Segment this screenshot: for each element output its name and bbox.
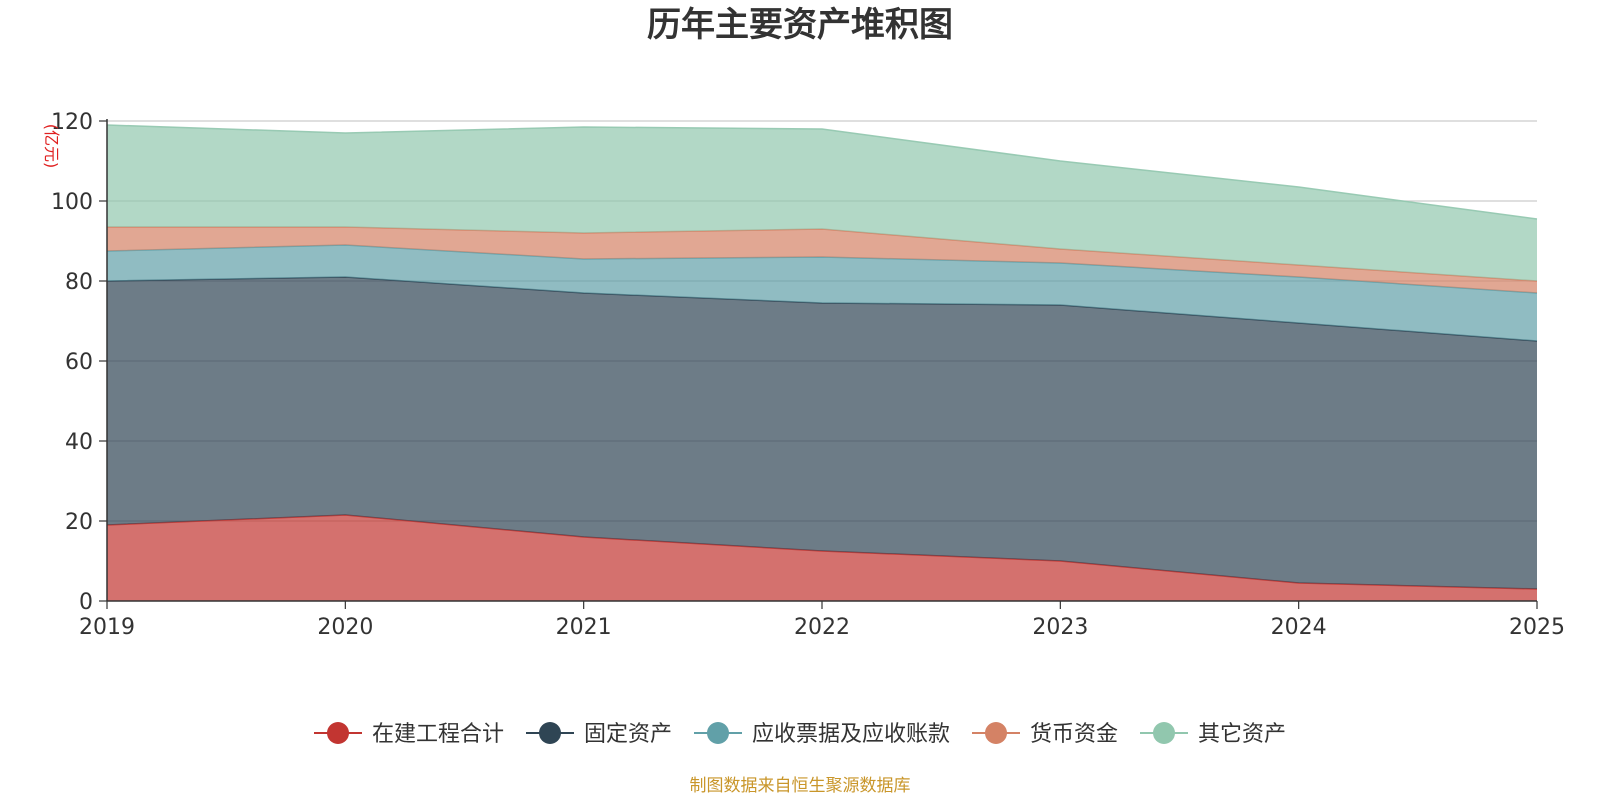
legend-marker [327, 722, 349, 744]
x-tick-label: 2024 [1271, 615, 1327, 640]
legend-label: 货币资金 [1030, 722, 1118, 747]
y-tick-label: 100 [51, 190, 93, 215]
x-tick-label: 2023 [1032, 615, 1088, 640]
legend-item: 固定资产 [526, 722, 672, 747]
legend-label: 固定资产 [584, 722, 672, 747]
legend-item: 货币资金 [972, 722, 1118, 747]
legend-marker [1153, 722, 1175, 744]
chart-title: 历年主要资产堆积图 [647, 5, 953, 45]
y-tick-label: 60 [65, 350, 93, 375]
y-tick-label: 120 [51, 110, 93, 135]
area-series-2 [107, 245, 1537, 341]
legend-marker [985, 722, 1007, 744]
legend-label: 其它资产 [1198, 722, 1286, 747]
area-series-3 [107, 227, 1537, 293]
x-tick-label: 2020 [317, 615, 373, 640]
legend-marker [539, 722, 561, 744]
y-tick-label: 20 [65, 510, 93, 535]
y-tick-label: 80 [65, 270, 93, 295]
legend-item: 其它资产 [1140, 722, 1286, 747]
x-tick-label: 2021 [556, 615, 612, 640]
legend: 在建工程合计 固定资产 应收票据及应收账款 货币资金 其它资产 [314, 722, 1286, 747]
x-tick-label: 2019 [79, 615, 135, 640]
area-series-4 [107, 125, 1537, 281]
y-axis-unit-label: (亿元) [42, 124, 61, 169]
legend-item: 应收票据及应收账款 [694, 722, 950, 747]
area-series-1 [107, 277, 1537, 589]
x-tick-label: 2025 [1509, 615, 1565, 640]
line-series-4 [106, 124, 1538, 220]
y-tick-label: 0 [79, 590, 93, 615]
area-series-0 [107, 515, 1537, 601]
data-source-note: 制图数据来自恒生聚源数据库 [690, 776, 911, 796]
legend-label: 应收票据及应收账款 [752, 722, 950, 747]
area-layer [106, 124, 1538, 601]
x-tick-label: 2022 [794, 615, 850, 640]
axis-layer: 0 20 40 60 80 100 120 2019 2020 2021 2022 2023 2024 2… [51, 110, 1565, 640]
y-tick-label: 40 [65, 430, 93, 455]
legend-label: 在建工程合计 [372, 722, 504, 747]
legend-marker [707, 722, 729, 744]
legend-item: 在建工程合计 [314, 722, 504, 747]
